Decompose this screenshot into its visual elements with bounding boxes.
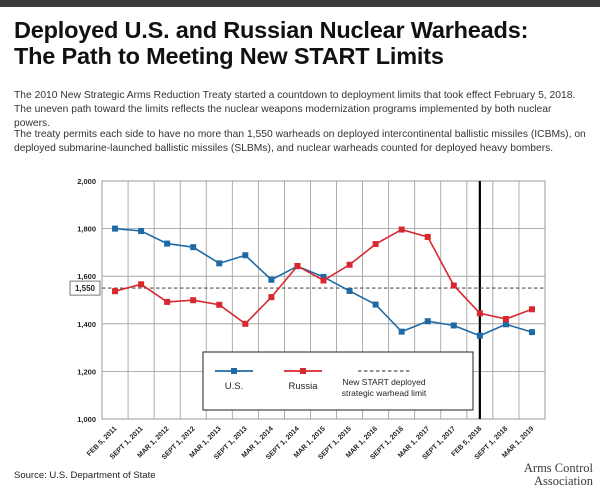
data-point-russia: [216, 301, 223, 308]
data-point-us: [320, 273, 327, 280]
description-paragraph-2: The treaty permits each side to have no …: [14, 128, 589, 156]
data-point-us: [502, 321, 509, 328]
y-tick-label: 1,800: [77, 225, 96, 234]
paragraph-2-line-2: deployed submarine-launched ballistic mi…: [14, 143, 554, 154]
data-point-us: [476, 332, 483, 339]
legend-label-limit-line-1: New START deployed: [342, 377, 425, 387]
data-point-russia: [268, 294, 275, 301]
top-bar: [0, 0, 600, 7]
description-paragraph-1: The 2010 New Strategic Arms Reduction Tr…: [14, 89, 589, 131]
data-point-russia: [294, 262, 301, 269]
data-point-russia: [190, 297, 197, 304]
data-point-russia: [242, 320, 249, 327]
data-point-us: [164, 240, 171, 247]
title-line-1: Deployed U.S. and Russian Nuclear Warhea…: [14, 17, 529, 43]
data-point-russia: [398, 226, 405, 233]
data-point-russia: [476, 310, 483, 317]
data-point-us: [216, 260, 223, 267]
data-point-us: [398, 328, 405, 335]
data-point-russia: [112, 288, 119, 295]
paragraph-1-line-2: The uneven path toward the limits reflec…: [14, 104, 552, 129]
y-tick-label: 1,600: [77, 272, 96, 281]
data-point-russia: [138, 281, 145, 288]
data-point-russia: [424, 233, 431, 240]
data-point-us: [190, 244, 197, 251]
data-point-us: [450, 322, 457, 329]
logo-line-1: Arms Control: [523, 461, 593, 475]
legend-label-us: U.S.: [225, 381, 243, 392]
title-line-2: The Path to Meeting New START Limits: [14, 43, 444, 69]
legend-label-russia: Russia: [288, 381, 318, 392]
data-point-us: [138, 227, 145, 234]
y-tick-label: 1,400: [77, 320, 96, 329]
limit-label-box: [69, 280, 101, 296]
legend-swatch-marker-us: [231, 368, 237, 374]
data-point-us: [346, 287, 353, 294]
legend-swatch-marker-russia: [300, 368, 306, 374]
y-tick-label: 2,000: [77, 177, 96, 186]
data-point-us: [268, 276, 275, 283]
y-tick-label: 1,000: [77, 415, 96, 424]
legend-label-limit-line-2: strategic warhead limit: [342, 388, 427, 398]
data-point-russia: [346, 261, 353, 268]
chart-title: Deployed U.S. and Russian Nuclear Warhea…: [14, 17, 589, 69]
data-point-us: [112, 225, 119, 232]
data-point-us: [424, 318, 431, 325]
data-point-russia: [450, 282, 457, 289]
data-point-russia: [320, 277, 327, 284]
paragraph-2-line-1: The treaty permits each side to have no …: [14, 129, 586, 140]
data-point-russia: [502, 316, 509, 323]
limit-label: 1,550: [75, 284, 96, 293]
data-point-russia: [372, 241, 379, 248]
source-note: Source: U.S. Department of State: [14, 470, 156, 481]
paragraph-1-line-1: The 2010 New Strategic Arms Reduction Tr…: [14, 90, 576, 101]
legend-box: [202, 351, 474, 411]
y-tick-label: 1,200: [77, 367, 96, 376]
data-point-russia: [528, 306, 535, 313]
data-point-us: [372, 301, 379, 308]
data-point-us: [528, 329, 535, 336]
arms-control-association-logo: Arms Control Association: [505, 462, 593, 488]
data-point-us: [242, 252, 249, 259]
data-point-russia: [164, 298, 171, 305]
logo-line-2: Association: [533, 474, 593, 488]
